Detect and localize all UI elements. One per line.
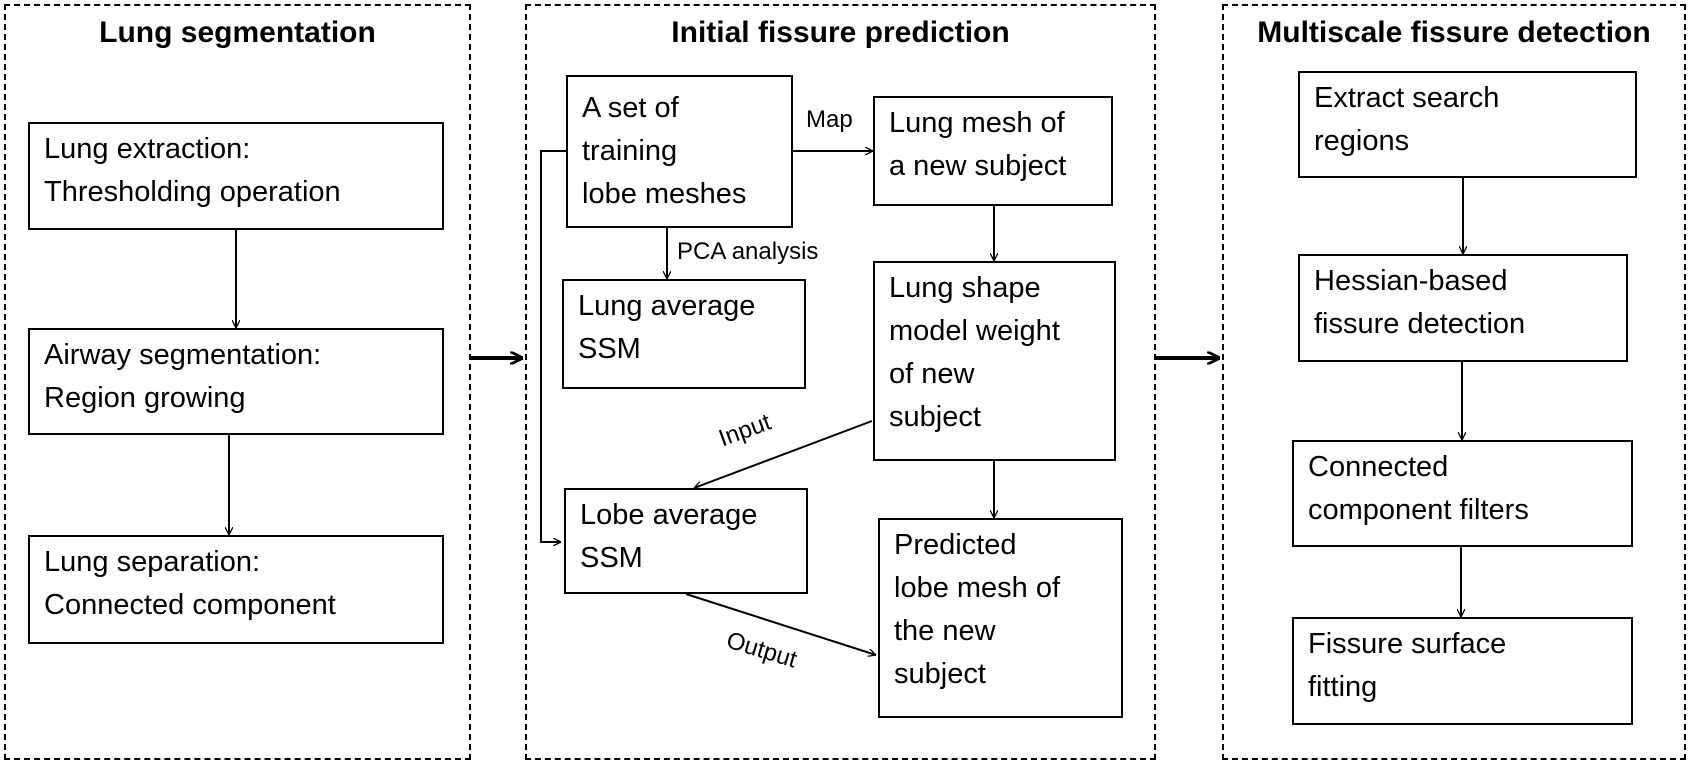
- lung-mesh-new-subject: Lung mesh of a new subject: [873, 96, 1113, 206]
- step-extract-search-regions: Extract search regions: [1298, 71, 1637, 178]
- step-lung-separation: Lung separation: Connected component: [28, 535, 444, 644]
- edge-label-pca-analysis: PCA analysis: [677, 238, 819, 265]
- lung-average-ssm: Lung average SSM: [562, 279, 806, 389]
- lung-shape-model-weight: Lung shape model weight of new subject: [873, 261, 1116, 461]
- step-connected-component-filters: Connected component filters: [1292, 440, 1633, 547]
- arrow-input: [694, 420, 873, 488]
- panel-title-lung-segmentation: Lung segmentation: [99, 16, 376, 49]
- predicted-lobe-mesh: Predicted lobe mesh of the new subject: [878, 518, 1123, 718]
- arrow-output: [685, 593, 876, 655]
- panel-title-initial-fissure-prediction: Initial fissure prediction: [671, 16, 1010, 49]
- edge-label-map: Map: [806, 106, 853, 133]
- step-airway-segmentation: Airway segmentation: Region growing: [28, 328, 444, 435]
- panel-title-multiscale-fissure-detection: Multiscale fissure detection: [1257, 16, 1651, 49]
- lobe-average-ssm: Lobe average SSM: [564, 488, 808, 594]
- step-lung-extraction: Lung extraction: Thresholding operation: [28, 122, 444, 230]
- step-hessian-fissure-detection: Hessian-based fissure detection: [1298, 254, 1628, 362]
- arrow-training-to-lobe-ssm: [540, 150, 566, 542]
- training-lobe-meshes: A set of training lobe meshes: [566, 75, 793, 228]
- step-fissure-surface-fitting: Fissure surface fitting: [1292, 617, 1633, 725]
